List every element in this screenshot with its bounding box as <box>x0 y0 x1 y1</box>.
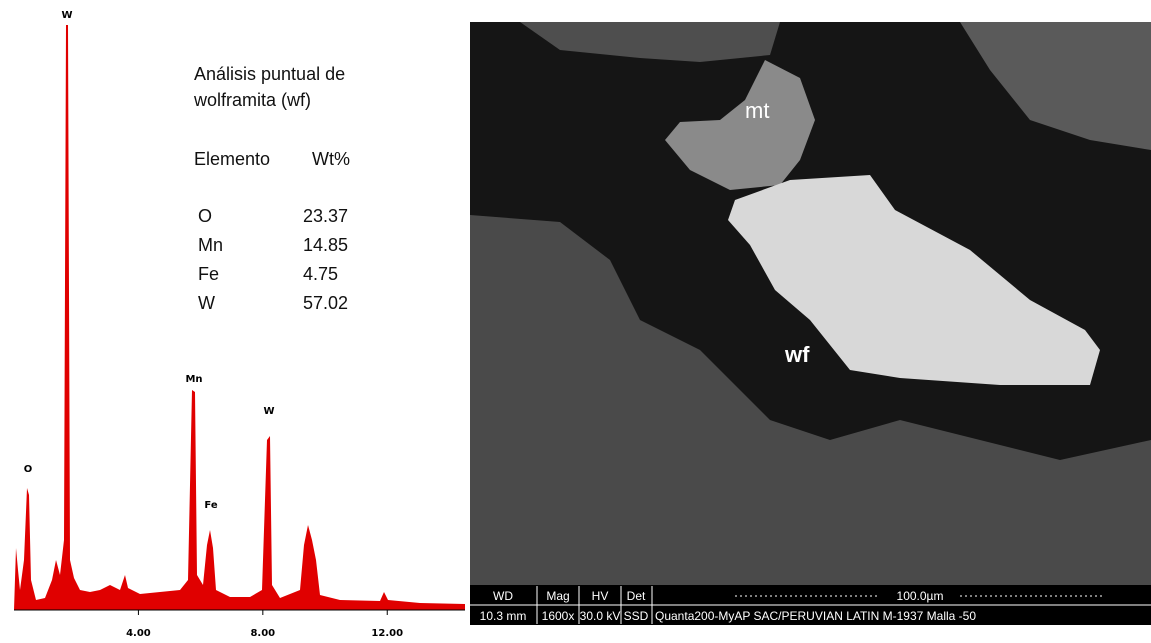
phase-label: mt <box>745 98 769 123</box>
element: O <box>198 206 212 226</box>
element: Fe <box>198 264 219 284</box>
info-value: 30.0 kV <box>580 609 621 623</box>
info-header: Det <box>627 589 646 603</box>
element: Mn <box>198 235 223 255</box>
x-ticks: 4.00 8.00 12.00 <box>126 610 403 639</box>
scale-label: 100.0µm <box>897 589 944 603</box>
analysis-title: Análisis puntual de <box>194 64 345 84</box>
spectrum-trace <box>14 25 465 610</box>
info-value: Quanta200-MyAP SAC/PERUVIAN LATIN M-1937… <box>655 609 976 623</box>
element: W <box>198 293 215 313</box>
peak-label: W <box>61 10 72 21</box>
info-header: WD <box>493 589 513 603</box>
peak-label: W <box>263 406 274 417</box>
info-value: 10.3 mm <box>480 609 527 623</box>
peak-label: Mn <box>185 374 202 385</box>
x-tick-label: 4.00 <box>126 628 151 639</box>
analysis-title: wolframita (wf) <box>193 90 311 110</box>
peak-label: Fe <box>204 500 217 511</box>
table-rows: O 23.37 Mn 14.85 Fe 4.75 W 57.02 <box>198 206 348 313</box>
info-value: 1600x <box>542 609 575 623</box>
page: W O Mn Fe W 4.00 8.00 12.00 Análisis puntu… <box>0 0 1151 643</box>
table-header: Elemento <box>194 149 270 169</box>
info-header: Mag <box>546 589 569 603</box>
x-tick-label: 12.00 <box>371 628 403 639</box>
wt-value: 23.37 <box>303 206 348 226</box>
x-tick-label: 8.00 <box>250 628 275 639</box>
info-value: SSD <box>624 609 649 623</box>
wt-value: 4.75 <box>303 264 338 284</box>
peak-label: O <box>24 464 33 475</box>
phase-label: wf <box>784 342 810 367</box>
table-header: Wt% <box>312 149 350 169</box>
wt-value: 57.02 <box>303 293 348 313</box>
info-header: HV <box>592 589 609 603</box>
wt-value: 14.85 <box>303 235 348 255</box>
figure: W O Mn Fe W 4.00 8.00 12.00 Análisis puntu… <box>0 0 1151 643</box>
